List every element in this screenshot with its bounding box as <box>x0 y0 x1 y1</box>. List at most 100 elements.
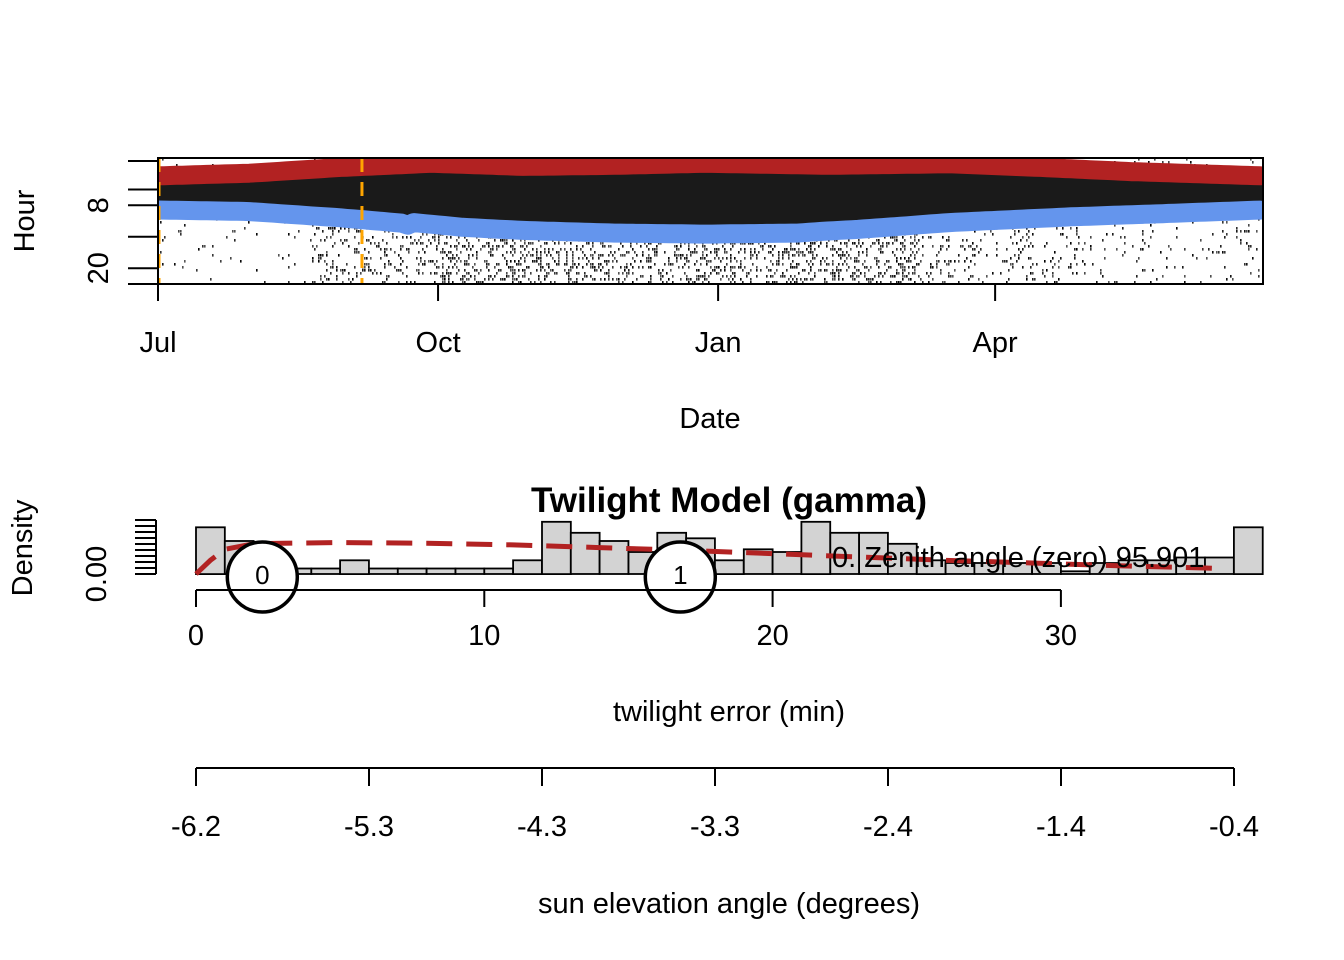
light-pixel <box>906 260 908 263</box>
light-pixel <box>718 257 720 260</box>
light-pixel <box>322 230 324 233</box>
light-pixel <box>416 257 418 260</box>
light-pixel <box>570 266 572 269</box>
light-pixel <box>558 254 560 257</box>
light-pixel <box>740 266 742 269</box>
y-axis-title: Density <box>7 499 39 596</box>
light-pixel <box>488 275 490 278</box>
light-pixel <box>524 260 526 263</box>
light-pixel <box>512 272 514 275</box>
light-pixel <box>550 281 552 284</box>
light-pixel <box>804 254 806 257</box>
light-pixel <box>504 242 506 245</box>
light-pixel <box>1222 251 1224 254</box>
light-pixel <box>792 260 794 263</box>
light-pixel <box>704 248 706 251</box>
light-pixel <box>744 257 746 260</box>
light-pixel <box>332 230 334 233</box>
light-pixel <box>664 251 666 254</box>
light-pixel <box>656 251 658 254</box>
light-pixel <box>648 266 650 269</box>
light-pixel <box>514 242 516 245</box>
light-pixel <box>776 263 778 266</box>
light-pixel <box>1072 272 1074 275</box>
light-pixel <box>858 275 860 278</box>
light-pixel <box>864 266 866 269</box>
light-pixel <box>792 254 794 257</box>
light-pixel <box>1076 272 1078 275</box>
light-pixel <box>626 263 628 266</box>
light-pixel <box>862 263 864 266</box>
light-pixel <box>744 251 746 254</box>
light-pixel <box>1192 221 1194 224</box>
light-pixel <box>750 248 752 251</box>
light-pixel <box>798 254 800 257</box>
light-pixel <box>842 278 844 281</box>
light-pixel <box>390 248 392 251</box>
light-pixel <box>846 263 848 266</box>
light-pixel <box>822 257 824 260</box>
light-pixel <box>1216 251 1218 254</box>
light-pixel <box>576 245 578 248</box>
light-pixel <box>738 266 740 269</box>
light-pixel <box>622 245 624 248</box>
light-pixel <box>356 248 358 251</box>
light-pixel <box>624 266 626 269</box>
light-pixel <box>928 236 930 239</box>
light-pixel <box>814 257 816 260</box>
light-pixel <box>748 242 750 245</box>
light-pixel <box>538 275 540 278</box>
light-pixel <box>756 257 758 260</box>
light-pixel <box>756 254 758 257</box>
light-pixel <box>550 269 552 272</box>
light-pixel <box>724 251 726 254</box>
light-pixel <box>1008 269 1010 272</box>
light-pixel <box>750 281 752 284</box>
light-pixel <box>412 242 414 245</box>
light-pixel <box>618 248 620 251</box>
light-pixel <box>442 278 444 281</box>
light-pixel <box>834 248 836 251</box>
light-pixel <box>524 239 526 242</box>
light-pixel <box>204 245 206 248</box>
light-pixel <box>546 263 548 266</box>
light-pixel <box>572 266 574 269</box>
light-pixel <box>396 269 398 272</box>
light-pixel <box>824 281 826 284</box>
light-pixel <box>762 248 764 251</box>
light-pixel <box>1046 281 1048 284</box>
light-pixel <box>176 164 178 167</box>
light-pixel <box>546 242 548 245</box>
light-pixel <box>680 254 682 257</box>
x-tick-label: -4.3 <box>517 811 567 843</box>
light-pixel <box>1056 227 1058 230</box>
twilight-line-blue <box>158 200 1263 244</box>
histogram-bar <box>425 567 457 575</box>
light-pixel <box>384 266 386 269</box>
light-pixel <box>858 269 860 272</box>
light-pixel <box>1114 281 1116 284</box>
light-pixel <box>1052 275 1054 278</box>
light-pixel <box>1100 269 1102 272</box>
y-tick-label: 8 <box>83 197 115 213</box>
light-pixel <box>368 269 370 272</box>
light-pixel <box>914 236 916 239</box>
light-pixel <box>810 266 812 269</box>
light-pixel <box>722 257 724 260</box>
x-tick-label: Oct <box>416 327 461 359</box>
light-pixel <box>464 236 466 239</box>
light-pixel <box>710 266 712 269</box>
light-pixel <box>344 227 346 230</box>
light-pixel <box>470 248 472 251</box>
light-pixel <box>978 278 980 281</box>
light-pixel <box>730 260 732 263</box>
light-pixel <box>948 272 950 275</box>
light-pixel <box>670 269 672 272</box>
light-pixel <box>1250 245 1252 248</box>
light-pixel <box>790 248 792 251</box>
light-pixel <box>948 239 950 242</box>
light-pixel <box>620 266 622 269</box>
light-pixel <box>706 278 708 281</box>
light-pixel <box>740 278 742 281</box>
light-pixel <box>648 242 650 245</box>
